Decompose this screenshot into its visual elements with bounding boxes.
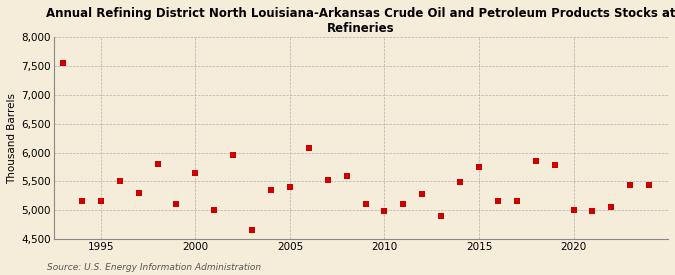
Point bbox=[493, 199, 504, 203]
Point bbox=[625, 183, 636, 188]
Title: Annual Refining District North Louisiana-Arkansas Crude Oil and Petroleum Produc: Annual Refining District North Louisiana… bbox=[46, 7, 675, 35]
Point bbox=[246, 228, 257, 232]
Point bbox=[265, 188, 276, 192]
Point bbox=[436, 214, 447, 218]
Point bbox=[171, 202, 182, 207]
Point bbox=[57, 61, 68, 65]
Point bbox=[284, 185, 295, 189]
Point bbox=[417, 192, 428, 196]
Y-axis label: Thousand Barrels: Thousand Barrels bbox=[7, 93, 17, 184]
Point bbox=[360, 202, 371, 207]
Point bbox=[379, 209, 390, 213]
Point bbox=[303, 146, 314, 150]
Point bbox=[95, 199, 106, 204]
Point bbox=[209, 208, 219, 212]
Point bbox=[549, 163, 560, 167]
Point bbox=[322, 177, 333, 182]
Point bbox=[474, 165, 485, 169]
Point bbox=[76, 199, 87, 204]
Point bbox=[114, 179, 125, 183]
Point bbox=[190, 170, 200, 175]
Point bbox=[455, 180, 466, 184]
Point bbox=[568, 208, 579, 212]
Point bbox=[587, 208, 598, 213]
Point bbox=[398, 202, 409, 207]
Point bbox=[531, 159, 541, 163]
Point bbox=[133, 191, 144, 195]
Point bbox=[644, 183, 655, 188]
Text: Source: U.S. Energy Information Administration: Source: U.S. Energy Information Administ… bbox=[47, 263, 261, 272]
Point bbox=[512, 199, 522, 203]
Point bbox=[341, 173, 352, 178]
Point bbox=[227, 153, 238, 158]
Point bbox=[152, 162, 163, 166]
Point bbox=[606, 204, 617, 209]
